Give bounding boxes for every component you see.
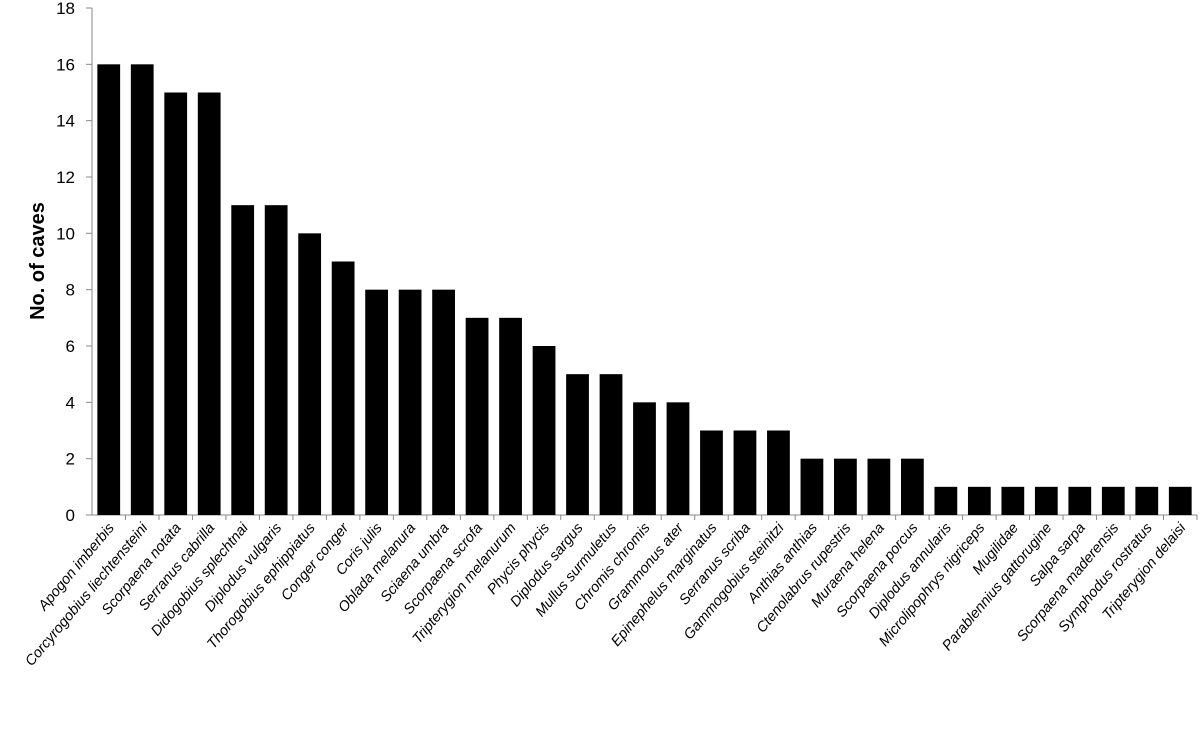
bar xyxy=(666,402,690,515)
bar xyxy=(1168,486,1192,515)
bar xyxy=(767,430,790,515)
bar xyxy=(967,486,991,515)
bar xyxy=(566,374,589,515)
bar xyxy=(130,64,154,515)
y-tick-label: 14 xyxy=(56,112,75,131)
y-tick-label: 0 xyxy=(66,506,75,525)
y-tick-label: 4 xyxy=(66,393,75,412)
bar xyxy=(867,458,891,515)
bar xyxy=(331,261,355,515)
bar xyxy=(599,374,623,515)
bar xyxy=(197,92,221,515)
bar xyxy=(1101,486,1125,515)
bar xyxy=(1001,486,1025,515)
y-tick-label: 8 xyxy=(66,281,75,300)
bar xyxy=(900,458,924,515)
y-tick-label: 16 xyxy=(56,55,75,74)
y-axis-title: No. of caves xyxy=(27,202,49,320)
y-tick-label: 2 xyxy=(66,450,75,469)
y-tick-label: 18 xyxy=(56,0,75,18)
bar xyxy=(499,317,522,515)
y-tick-label: 10 xyxy=(56,224,75,243)
bar xyxy=(1068,486,1092,515)
y-tick-label: 12 xyxy=(56,168,75,187)
bar xyxy=(231,205,255,515)
bar xyxy=(97,64,121,515)
bar xyxy=(164,92,188,515)
bar xyxy=(1135,486,1159,515)
bar xyxy=(398,289,422,515)
bar xyxy=(633,402,656,515)
bar xyxy=(934,486,958,515)
bar xyxy=(432,289,455,515)
bar xyxy=(298,233,322,516)
bar xyxy=(365,289,389,515)
bar xyxy=(465,317,489,515)
bar xyxy=(700,430,723,515)
bar xyxy=(532,346,556,515)
bar xyxy=(834,458,857,515)
y-tick-label: 6 xyxy=(66,337,75,356)
bar xyxy=(733,430,757,515)
bar xyxy=(264,205,288,515)
bar xyxy=(1034,486,1058,515)
bar xyxy=(800,458,824,515)
